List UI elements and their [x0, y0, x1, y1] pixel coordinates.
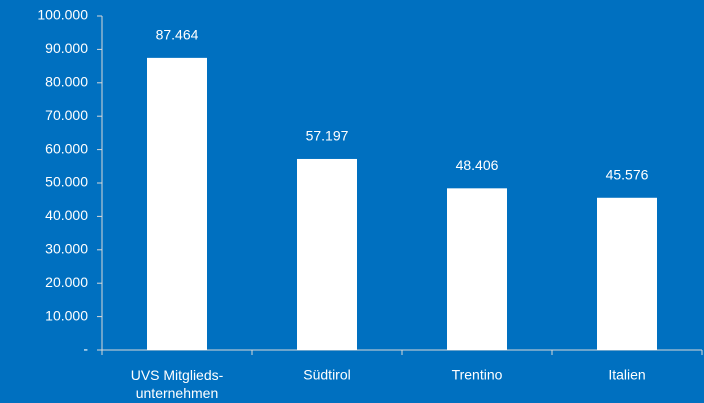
y-tick-label: 70.000 [45, 107, 88, 123]
x-tick-label: Italien [608, 367, 645, 383]
value-label: 57.197 [306, 128, 349, 144]
y-tick-label: 20.000 [45, 274, 88, 290]
value-label: 87.464 [156, 27, 199, 43]
x-tick-label: Trentino [452, 367, 503, 383]
bar [147, 57, 207, 350]
bar [447, 188, 507, 350]
y-tick-label: 100.000 [37, 7, 88, 23]
x-tick-label: UVS Mitglieds-unternehmen [131, 367, 224, 401]
y-tick-label: 30.000 [45, 241, 88, 257]
y-tick-label: 80.000 [45, 74, 88, 90]
value-label: 45.576 [606, 166, 649, 182]
y-tick-label: 10.000 [45, 307, 88, 323]
y-tick-label: 60.000 [45, 140, 88, 156]
x-tick-label: Südtirol [303, 367, 350, 383]
value-label: 48.406 [456, 157, 499, 173]
bar [297, 158, 357, 350]
y-tick-label: 50.000 [45, 174, 88, 190]
bar [597, 197, 657, 350]
y-tick-label: 40.000 [45, 207, 88, 223]
y-tick-label: - [83, 341, 88, 357]
y-tick-label: 90.000 [45, 40, 88, 56]
